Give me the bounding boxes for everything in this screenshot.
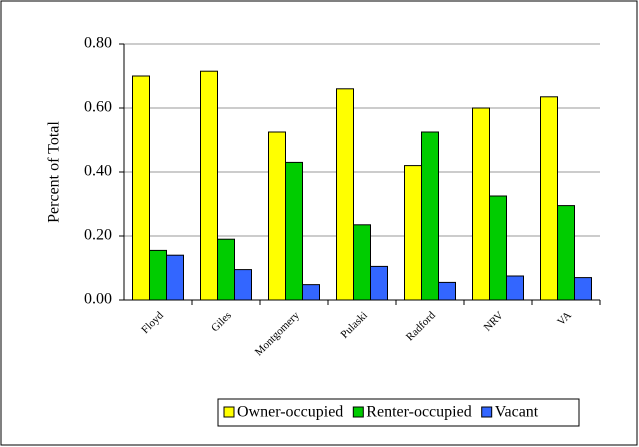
bar xyxy=(404,165,422,301)
bar xyxy=(268,131,286,301)
legend-swatch xyxy=(352,406,364,418)
y-tick-label: 0.40 xyxy=(84,163,112,180)
y-axis-label: Percent of Total xyxy=(46,121,63,223)
legend-label: Vacant xyxy=(495,404,539,421)
legend-swatch xyxy=(481,406,493,418)
bar xyxy=(200,70,218,301)
bar xyxy=(421,131,439,301)
bar xyxy=(166,254,184,301)
y-tick-label: 0.20 xyxy=(84,227,112,244)
bar xyxy=(132,75,150,301)
bar xyxy=(540,96,558,301)
bar xyxy=(353,224,371,301)
bar xyxy=(302,284,320,301)
bar xyxy=(557,205,575,301)
bar xyxy=(336,88,354,301)
y-tick-label: 0.00 xyxy=(84,291,112,308)
bar xyxy=(149,249,167,301)
bar xyxy=(370,265,388,301)
bar xyxy=(234,269,252,301)
legend-swatch xyxy=(223,406,235,418)
legend-label: Renter-occupied xyxy=(366,404,471,421)
bar xyxy=(472,107,490,301)
bar xyxy=(217,238,235,301)
legend-box xyxy=(217,398,580,427)
bar xyxy=(489,195,507,301)
legend-label: Owner-occupied xyxy=(237,404,343,421)
bar xyxy=(438,281,456,301)
y-tick-label: 0.60 xyxy=(84,99,112,116)
y-tick-label: 0.80 xyxy=(84,35,112,52)
bar xyxy=(285,161,303,301)
bar xyxy=(574,277,592,301)
bar xyxy=(506,275,524,301)
